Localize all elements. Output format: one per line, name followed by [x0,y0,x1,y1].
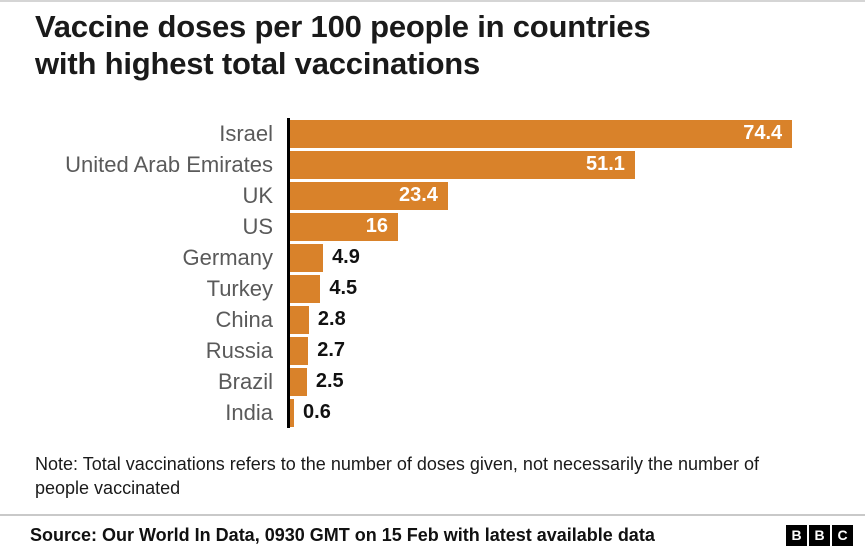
bar-label: Israel [219,120,273,146]
bbc-logo: B B C [786,524,853,546]
bar-row: US 16 [35,211,830,242]
note-text: Note: Total vaccinations refers to the n… [35,454,760,499]
bar-value-label: 4.9 [332,246,360,268]
bar: 23.4 [290,181,448,210]
bar-value-label: 16 [365,215,388,237]
bar: 16 [290,212,398,241]
bar [290,305,309,334]
bar-row: UK 23.4 [35,180,830,211]
bar-value-label: 2.8 [317,308,346,330]
bar-row: Brazil 2.5 [35,366,830,397]
bbc-logo-letter: C [832,524,853,546]
bar-row: Germany 4.9 [35,242,830,273]
bar-row: Israel 74.4 [35,118,830,149]
bar: 74.4 [290,119,793,148]
bar-value-label: 0.6 [303,401,331,423]
source-text: Source: Our World In Data, 0930 GMT on 1… [30,524,655,545]
bar-value-label: 4.5 [329,277,358,299]
bar-label: US [242,213,273,239]
bar [290,243,324,272]
bar-label: Germany [182,244,273,270]
bar-label: Russia [205,337,273,363]
footer: Source: Our World In Data, 0930 GMT on 1… [0,516,865,546]
bar-value-label: 23.4 [399,184,438,206]
bar-value-label: 74.4 [743,122,783,144]
bar [290,336,309,365]
bar [290,398,295,427]
bar-track: 4.5 [287,273,830,304]
bar-row: India 0.6 [35,397,830,428]
bar-rows: Israel 74.4 United Arab Emirates 51.1 UK 23.4… [35,118,830,428]
bar-track: 51.1 [287,149,830,180]
page-title-line-2: with highest total vaccinations [35,46,481,81]
bbc-logo-letter: B [809,524,830,546]
bar-label: UK [242,182,273,208]
bar-row: Russia 2.7 [35,335,830,366]
bar-track: 2.5 [287,366,830,397]
bar-label: Turkey [206,275,273,301]
content-area: Vaccine doses per 100 people in countrie… [0,2,865,501]
bar: 51.1 [290,150,635,179]
bar-row: United Arab Emirates 51.1 [35,149,830,180]
bar-chart: Israel 74.4 United Arab Emirates 51.1 UK 23.4… [35,118,830,428]
footer-divider [0,513,865,516]
bar [290,367,307,396]
bar [290,274,321,303]
bar-value-label: 51.1 [585,153,625,175]
page-title: Vaccine doses per 100 people in countrie… [35,8,830,82]
bar-label: China [215,306,273,332]
bar-label: Brazil [217,368,273,394]
bar-row: Turkey 4.5 [35,273,830,304]
bar-label: India [225,399,273,425]
bar-track: 23.4 [287,180,830,211]
bar-track: 2.7 [287,335,830,366]
bar-value-label: 2.7 [317,339,346,361]
bar-track: 16 [287,211,830,242]
page-title-line-1: Vaccine doses per 100 people in countrie… [35,9,651,44]
bar-label: United Arab Emirates [65,151,273,177]
bar-track: 2.8 [287,304,830,335]
bar-value-label: 2.5 [315,370,344,392]
bbc-logo-letter: B [786,524,807,546]
bar-track: 74.4 [287,118,830,149]
bar-row: China 2.8 [35,304,830,335]
bar-track: 0.6 [287,397,830,428]
bar-track: 4.9 [287,242,830,273]
